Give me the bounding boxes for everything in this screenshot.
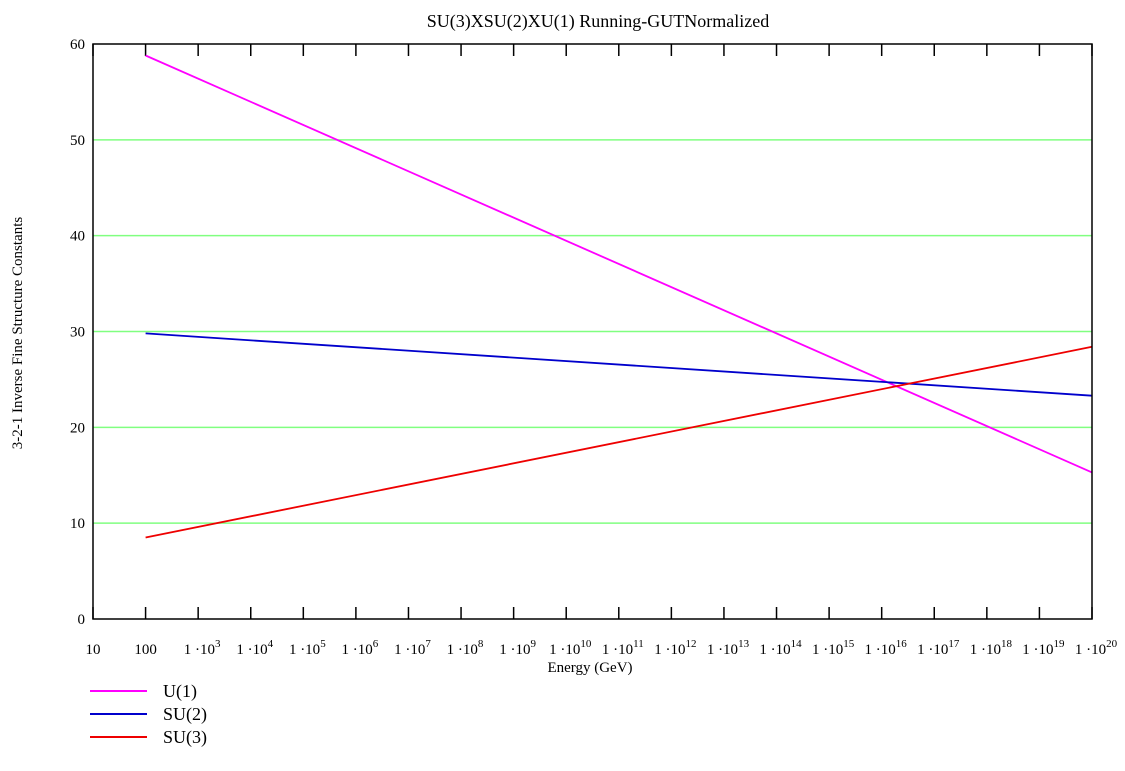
x-tick-label: 1 ·107 <box>394 638 431 658</box>
y-tick-label: 0 <box>78 612 86 628</box>
series-line-su-3 <box>145 345 1093 539</box>
x-tick-label: 10 <box>86 642 101 658</box>
x-tick-label: 1 ·105 <box>289 638 326 658</box>
x-tick-label: 1 ·1018 <box>970 638 1013 658</box>
y-tick-label: 10 <box>70 516 85 532</box>
x-tick-label: 100 <box>134 642 157 658</box>
y-tick-label: 60 <box>70 37 85 53</box>
x-axis-label: Energy (GeV) <box>547 660 632 676</box>
series-lines <box>145 54 1093 539</box>
x-tick-label: 1 ·104 <box>236 638 273 658</box>
y-tick-label: 30 <box>70 325 85 341</box>
x-tick-label: 1 ·1016 <box>865 638 908 658</box>
series-line-su-2 <box>145 332 1093 397</box>
y-axis-label: 3-2-1 Inverse Fine Structure Constants <box>10 217 26 450</box>
x-tick-label: 1 ·1012 <box>654 638 696 658</box>
x-tick-label: 1 ·1011 <box>602 638 644 658</box>
grid-lines <box>93 139 1092 524</box>
x-tick-label: 1 ·1017 <box>917 638 960 658</box>
x-tick-label: 1 ·1015 <box>812 638 855 658</box>
y-tick-label: 20 <box>70 420 85 436</box>
x-tick-label: 1 ·1010 <box>549 638 592 658</box>
x-tick-label: 1 ·1020 <box>1075 638 1118 658</box>
legend-label-u-1: U(1) <box>163 681 197 702</box>
chart-title: SU(3)XSU(2)XU(1) Running-GUTNormalized <box>427 11 769 32</box>
legend: U(1)SU(2)SU(3) <box>90 681 207 748</box>
plot-frame <box>92 43 1093 620</box>
x-tick-label: 1 ·108 <box>447 638 484 658</box>
x-tick-label: 1 ·1014 <box>759 638 802 658</box>
y-tick-label: 40 <box>70 229 85 245</box>
x-tick-label: 1 ·1013 <box>707 638 750 658</box>
x-tick-label: 1 ·103 <box>184 638 221 658</box>
legend-label-su-2: SU(2) <box>163 704 207 725</box>
x-tick-label: 1 ·109 <box>499 638 536 658</box>
x-tick-label: 1 ·106 <box>342 638 379 658</box>
y-tick-label: 50 <box>70 133 85 149</box>
x-tick-label: 1 ·1019 <box>1022 638 1065 658</box>
legend-label-su-3: SU(3) <box>163 727 207 748</box>
series-line-u-1 <box>145 54 1093 474</box>
